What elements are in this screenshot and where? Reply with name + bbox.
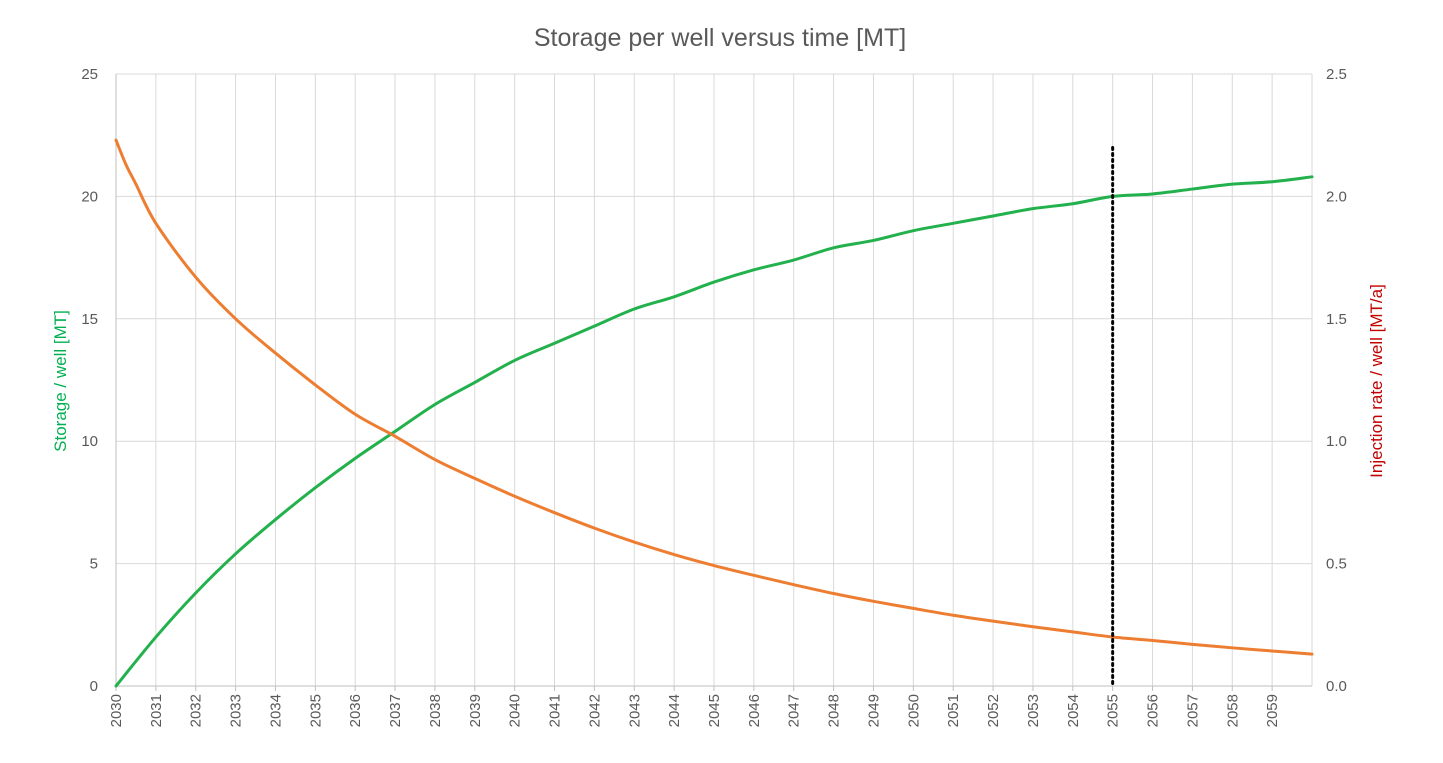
x-tick-label: 2031 xyxy=(148,694,165,727)
y-left-tick-label: 25 xyxy=(81,66,98,83)
x-tick-label: 2058 xyxy=(1224,694,1241,727)
x-tick-label: 2041 xyxy=(547,694,564,727)
x-tick-label: 2036 xyxy=(347,694,364,727)
gridlines xyxy=(116,73,1313,686)
chart-title: Storage per well versus time [MT] xyxy=(534,24,906,52)
x-tick-label: 2046 xyxy=(746,694,763,727)
x-tick-label: 2035 xyxy=(307,694,324,727)
x-tick-label: 2043 xyxy=(626,694,643,727)
x-tick-label: 2054 xyxy=(1065,694,1082,727)
x-tick-label: 2047 xyxy=(786,694,803,727)
x-tick-label: 2037 xyxy=(387,694,404,727)
x-tick-label: 2045 xyxy=(706,694,723,727)
x-tick-label: 2057 xyxy=(1184,694,1201,727)
y-right-tick-label: 1.0 xyxy=(1326,433,1347,450)
x-tick-label: 2032 xyxy=(188,694,205,727)
x-tick-label: 2055 xyxy=(1105,694,1122,727)
y-left-tick-label: 10 xyxy=(81,433,98,450)
x-tick-label: 2039 xyxy=(467,694,484,727)
x-tick-label: 2042 xyxy=(586,694,603,727)
injection-rate-line xyxy=(114,138,1314,656)
y-right-tick-label: 0.5 xyxy=(1326,556,1347,573)
x-tick-label: 2034 xyxy=(267,694,284,727)
y-axis-right-title: Injection rate / well [MT/a] xyxy=(1367,284,1386,478)
y-right-tick-label: 2.5 xyxy=(1326,66,1347,83)
x-tick-label: 2052 xyxy=(985,694,1002,727)
y-left-tick-label: 0 xyxy=(90,678,98,695)
x-tick-label: 2056 xyxy=(1145,694,1162,727)
y-right-tick-label: 2.0 xyxy=(1326,188,1347,205)
x-tick-label: 2049 xyxy=(865,694,882,727)
x-tick-label: 2038 xyxy=(427,694,444,727)
x-tick-label: 2044 xyxy=(666,694,683,727)
x-tick-label: 2050 xyxy=(905,694,922,727)
x-tick-label: 2040 xyxy=(507,694,524,727)
x-tick-label: 2053 xyxy=(1025,694,1042,727)
y-left-tick-label: 20 xyxy=(81,188,98,205)
tick-labels: 0 5 10 15 20 25 0.0 0.5 1.0 1.5 2.0 2.5 2030 2031 2032… xyxy=(81,66,1347,727)
x-tick-label: 2059 xyxy=(1264,694,1281,727)
y-right-tick-label: 0.0 xyxy=(1326,678,1347,695)
x-tick-label: 2051 xyxy=(945,694,962,727)
y-axis-left-title: Storage / well [MT] xyxy=(51,310,70,452)
y-right-tick-label: 1.5 xyxy=(1326,311,1347,328)
axes xyxy=(115,74,1312,691)
x-tick-label: 2048 xyxy=(826,694,843,727)
x-tick-label: 2030 xyxy=(108,694,125,727)
y-left-tick-label: 5 xyxy=(90,556,98,573)
x-tick-label: 2033 xyxy=(228,694,245,727)
y-left-tick-label: 15 xyxy=(81,311,98,328)
